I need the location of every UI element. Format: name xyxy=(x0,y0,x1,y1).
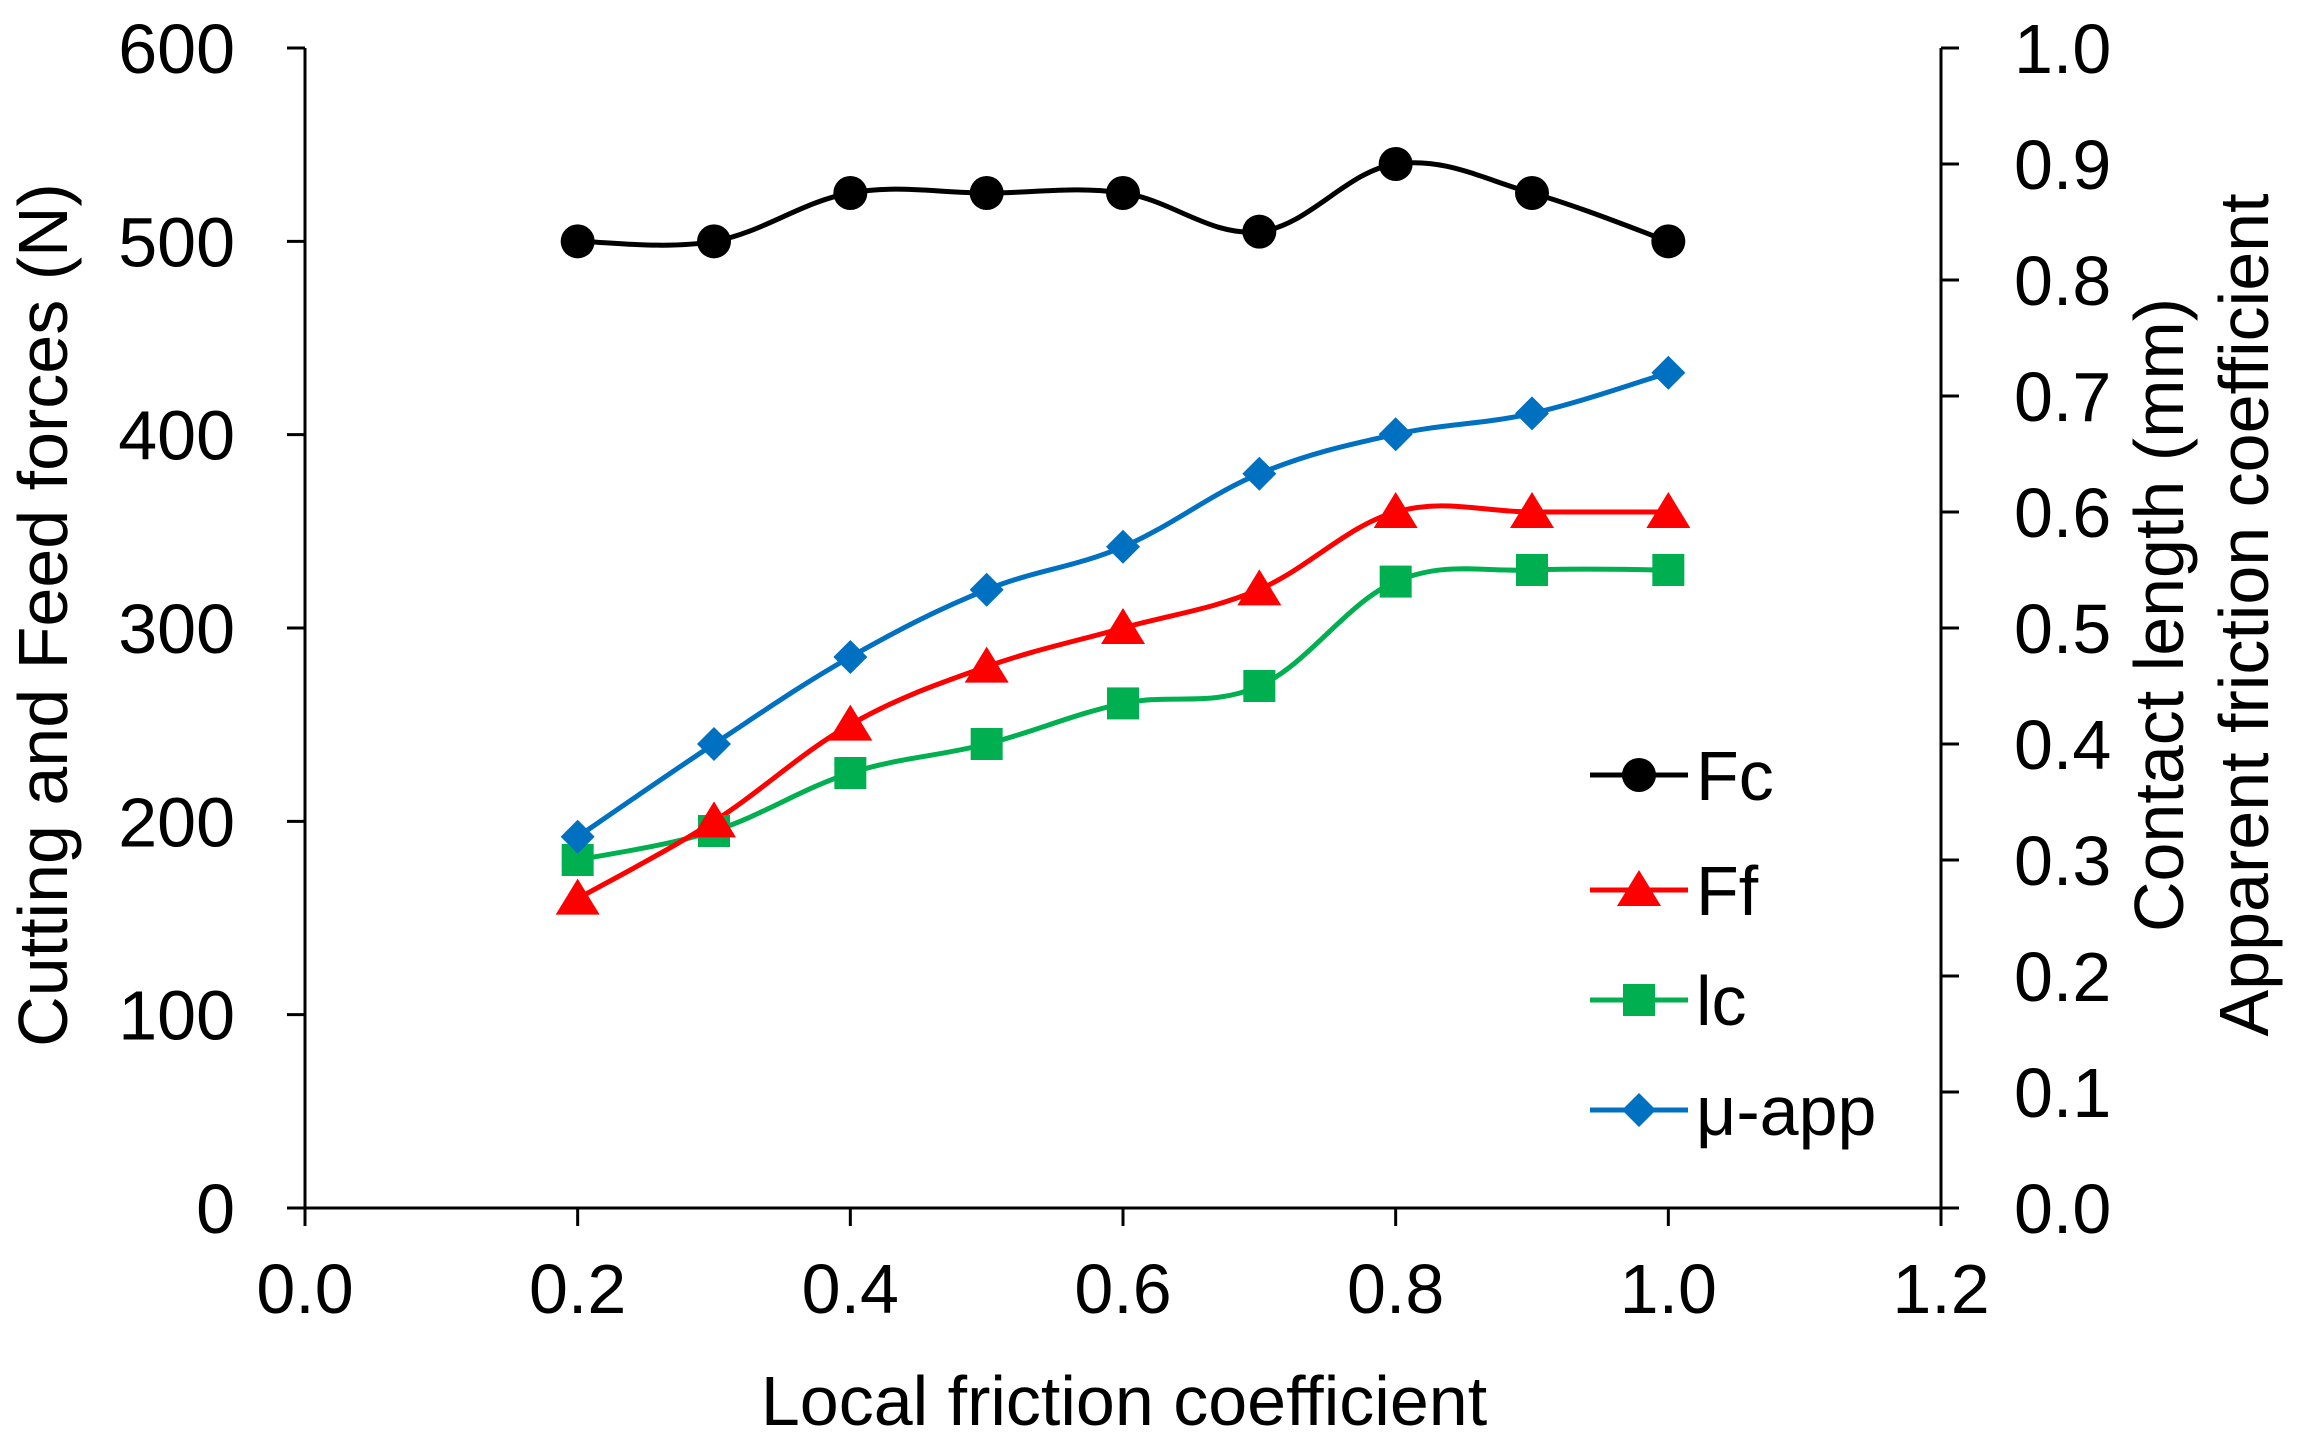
data-point-ff xyxy=(555,878,600,915)
series-group xyxy=(555,147,1691,915)
y-tick-label: 0 xyxy=(196,1170,235,1248)
data-point-ff xyxy=(1510,492,1554,528)
legend: Fc Ff lc μ-app xyxy=(1590,737,1876,1150)
y2-tick-label: 0.2 xyxy=(2014,938,2111,1016)
legend-marker-fc xyxy=(1622,758,1656,792)
data-point-ff xyxy=(692,801,736,838)
data-point-lc xyxy=(1516,554,1548,586)
y-tick-label: 100 xyxy=(118,977,235,1055)
legend-marker-ff xyxy=(1617,870,1661,906)
data-point-app xyxy=(1651,355,1686,390)
x-axis-label: Local friction coefficient xyxy=(761,1362,1487,1440)
x-tick-label: 1.0 xyxy=(1620,1250,1717,1328)
data-point-fc xyxy=(1651,224,1686,259)
legend-marker-app xyxy=(1622,1093,1656,1127)
data-point-ff xyxy=(1237,569,1282,606)
x-tick-label: 0.0 xyxy=(256,1250,353,1328)
data-point-app xyxy=(969,572,1004,607)
x-tick-label: 0.6 xyxy=(1074,1250,1171,1328)
data-point-lc xyxy=(1243,670,1276,702)
x-tick-label: 0.4 xyxy=(802,1250,899,1328)
legend-label-lc: lc xyxy=(1696,962,1747,1040)
y2-tick-label: 0.7 xyxy=(2014,358,2111,436)
y-tick-label: 500 xyxy=(118,203,235,281)
data-point-fc xyxy=(1378,147,1413,181)
data-point-app xyxy=(1378,417,1413,452)
data-point-fc xyxy=(1515,176,1549,210)
data-point-app xyxy=(1242,456,1277,491)
data-point-lc xyxy=(1379,565,1412,598)
y2-tick-label: 0.3 xyxy=(2014,822,2111,900)
y2-axis-label-contact-length: Contact length (mm) xyxy=(2120,298,2198,932)
legend-label-fc: Fc xyxy=(1696,737,1774,815)
ticks-group: 0.0 0.2 0.4 0.6 0.8 1.0 1.2 0 100 200 300 400 500 600… xyxy=(118,10,2111,1328)
data-point-ff xyxy=(1373,492,1418,528)
y-tick-label: 200 xyxy=(118,783,235,861)
x-tick-label: 0.8 xyxy=(1347,1250,1444,1328)
data-point-ff xyxy=(828,704,873,741)
data-point-fc xyxy=(560,224,595,259)
data-point-app xyxy=(697,727,731,761)
y2-tick-label: 0.0 xyxy=(2014,1170,2111,1248)
data-point-lc xyxy=(1107,687,1139,720)
y2-tick-label: 0.1 xyxy=(2014,1054,2111,1132)
data-point-ff xyxy=(1646,492,1691,528)
series-line-app xyxy=(576,370,1670,839)
data-point-fc xyxy=(833,176,868,210)
legend-marker-lc xyxy=(1623,984,1655,1016)
data-point-app xyxy=(1515,396,1549,431)
data-point-fc xyxy=(697,224,731,259)
data-point-app xyxy=(1106,529,1140,564)
data-point-app xyxy=(833,640,868,674)
y2-tick-label: 0.6 xyxy=(2014,474,2111,552)
y2-tick-label: 0.4 xyxy=(2014,706,2111,784)
y-tick-label: 600 xyxy=(118,10,235,88)
y-tick-label: 400 xyxy=(118,397,235,475)
data-point-fc xyxy=(1242,214,1277,249)
data-point-ff xyxy=(1101,608,1145,644)
legend-label-ff: Ff xyxy=(1696,852,1759,930)
y2-axis-label-apparent-friction: Apparent friction coefficient xyxy=(2205,193,2283,1036)
data-point-fc xyxy=(969,176,1004,210)
y2-tick-label: 1.0 xyxy=(2014,10,2111,88)
y-tick-label: 300 xyxy=(118,590,235,668)
x-tick-label: 0.2 xyxy=(529,1250,626,1328)
data-point-lc xyxy=(970,728,1003,760)
data-point-lc xyxy=(834,757,867,789)
y2-tick-label: 0.8 xyxy=(2014,242,2111,320)
data-point-ff xyxy=(964,646,1009,683)
y2-tick-label: 0.9 xyxy=(2014,126,2111,204)
data-point-app xyxy=(560,819,595,854)
y-axis-label: Cutting and Feed forces (N) xyxy=(4,183,82,1047)
legend-label-app: μ-app xyxy=(1696,1072,1876,1150)
y2-tick-label: 0.5 xyxy=(2014,590,2111,668)
x-tick-label: 1.2 xyxy=(1892,1250,1989,1328)
data-point-lc xyxy=(1652,554,1685,586)
data-point-fc xyxy=(1106,176,1140,210)
